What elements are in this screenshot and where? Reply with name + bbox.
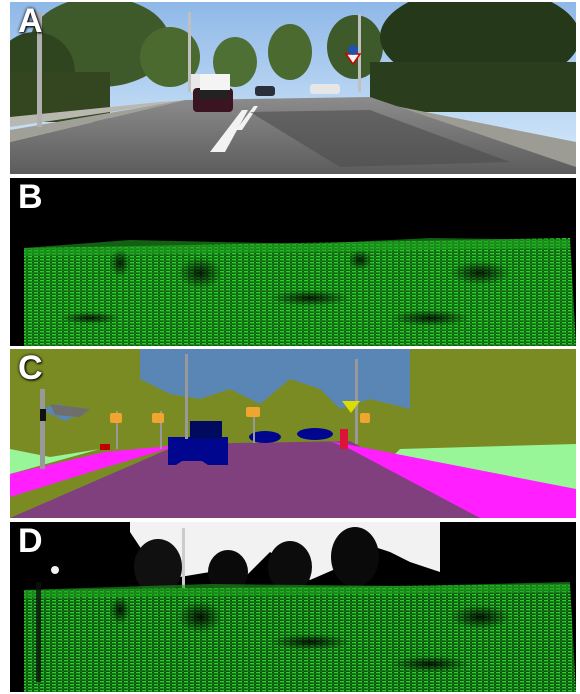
projection-overlay-view: [10, 522, 576, 692]
panel-label-a: A: [18, 2, 43, 40]
panel-label-c: C: [18, 349, 43, 387]
point-projection-view: [10, 178, 576, 346]
panel-label-d: D: [18, 522, 43, 560]
panel-a-photo: A: [10, 2, 576, 174]
street-photo: [10, 2, 576, 174]
segmentation-map: [10, 349, 576, 518]
panel-d-projection-overlay: D: [10, 522, 576, 692]
panel-c-segmentation: C: [10, 349, 576, 518]
panel-b-point-projection: B: [10, 178, 576, 346]
panel-label-b: B: [18, 178, 43, 216]
